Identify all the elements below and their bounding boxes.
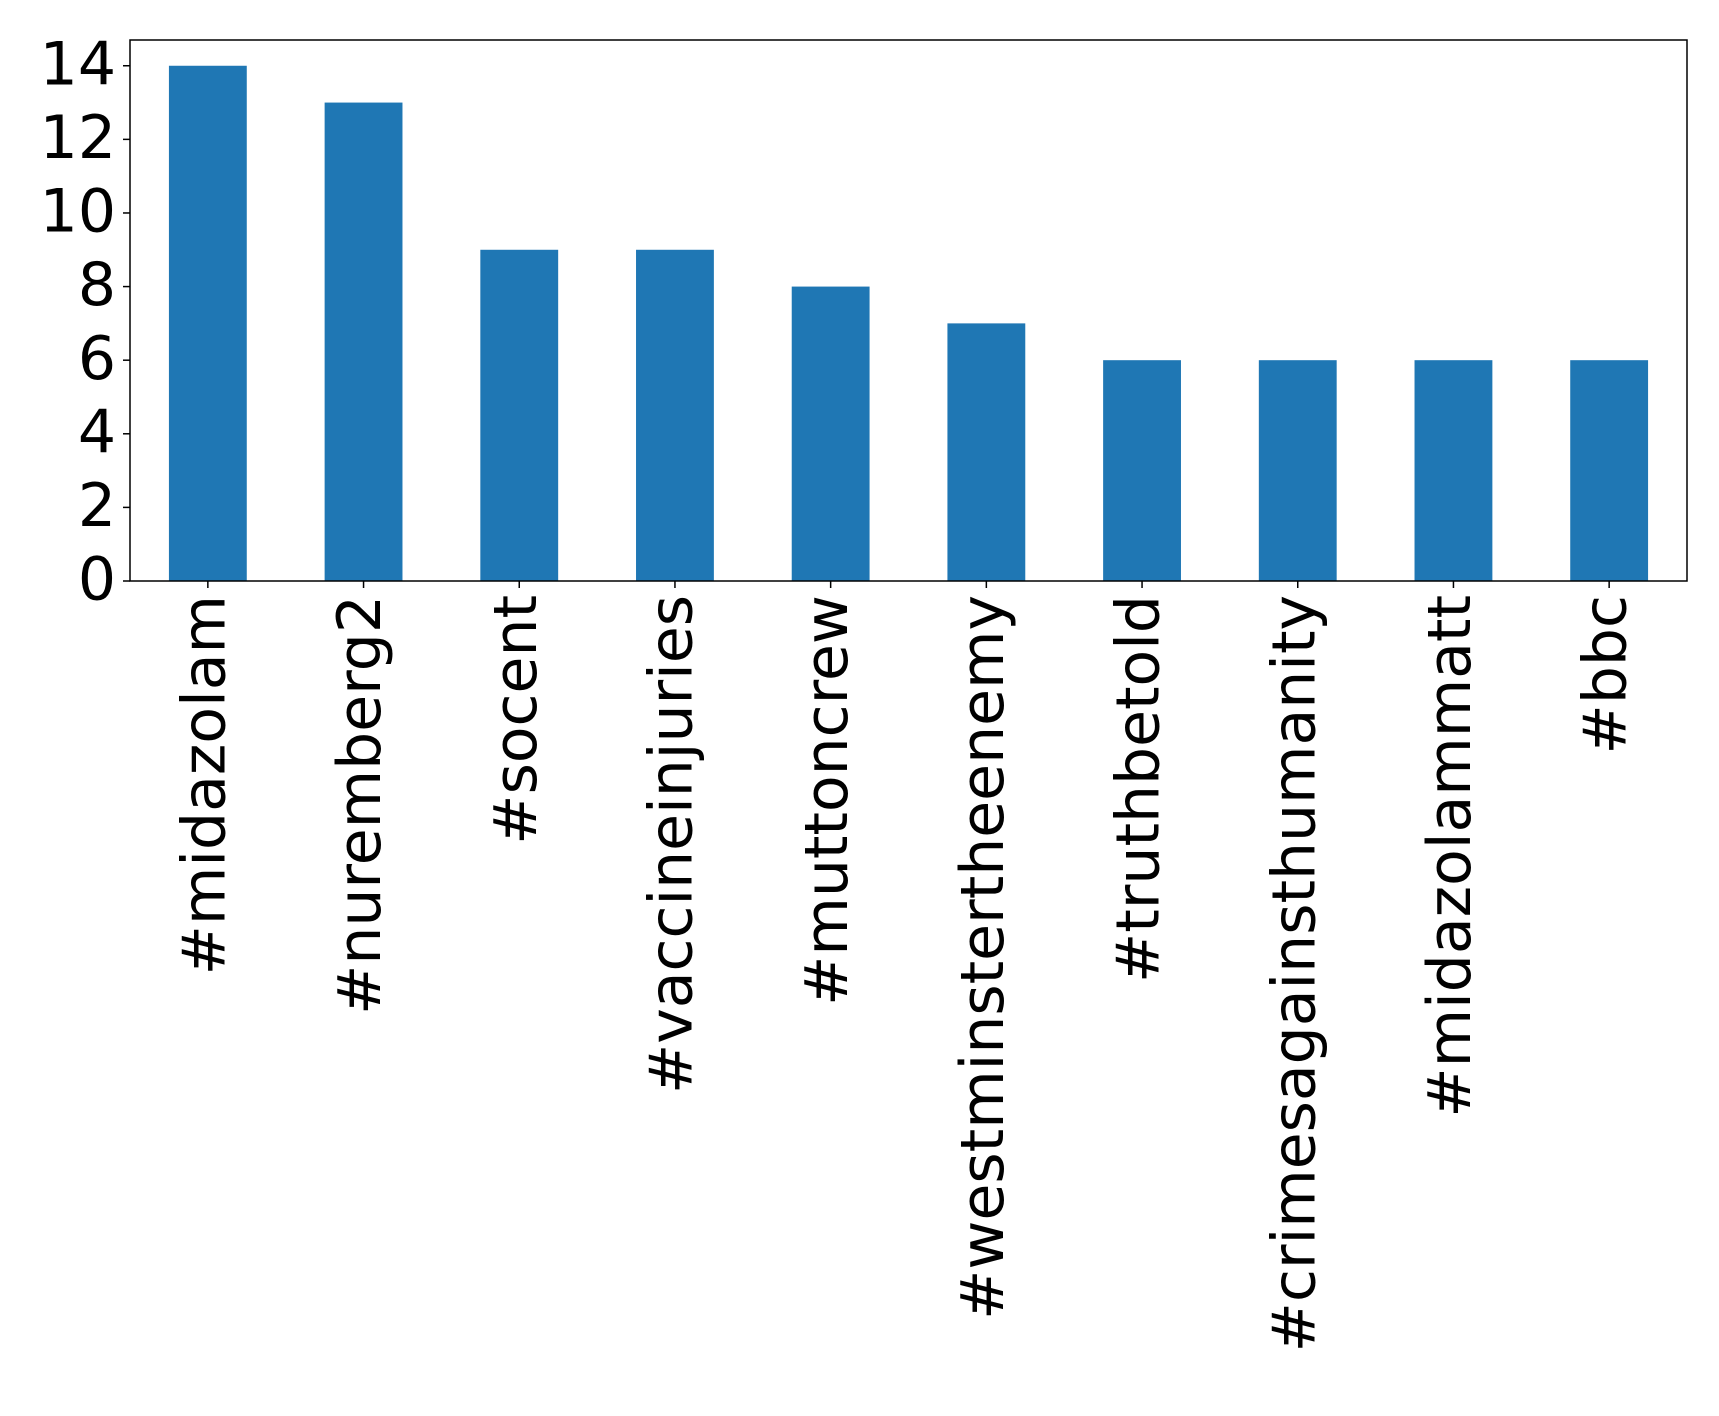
y-tick-label: 8 (78, 250, 116, 320)
x-tick-label: #bbc (1571, 595, 1641, 754)
x-tick-label: #crimesagainsthumanity (1259, 595, 1329, 1352)
y-tick-label: 0 (78, 545, 116, 615)
y-tick-label: 10 (40, 177, 116, 247)
bar (168, 65, 247, 581)
bar (947, 323, 1026, 581)
bar (480, 249, 559, 581)
y-tick-label: 4 (78, 397, 116, 467)
y-tick-label: 6 (78, 324, 116, 394)
x-tick-label: #midazolam (169, 595, 239, 975)
x-tick-label: #nuremberg2 (325, 595, 395, 1015)
x-tick-label: #truthbetold (1104, 595, 1174, 983)
x-tick-label: #socent (481, 595, 551, 845)
bar (1258, 360, 1337, 581)
y-tick-label: 14 (40, 29, 116, 99)
y-tick-label: 12 (40, 103, 116, 173)
bar (1414, 360, 1493, 581)
plot-frame (129, 39, 1688, 582)
bar (791, 286, 870, 581)
bar (1570, 360, 1649, 581)
bar (324, 102, 403, 581)
x-tick-label: #midazolammatt (1415, 595, 1485, 1118)
y-tick-label: 2 (78, 471, 116, 541)
x-tick-label: #vaccineinjuries (637, 595, 707, 1094)
x-tick-label: #westminstertheenemy (948, 595, 1018, 1320)
bar (636, 249, 714, 581)
x-tick-label: #muttoncrew (792, 595, 862, 1006)
bar (1103, 360, 1181, 581)
